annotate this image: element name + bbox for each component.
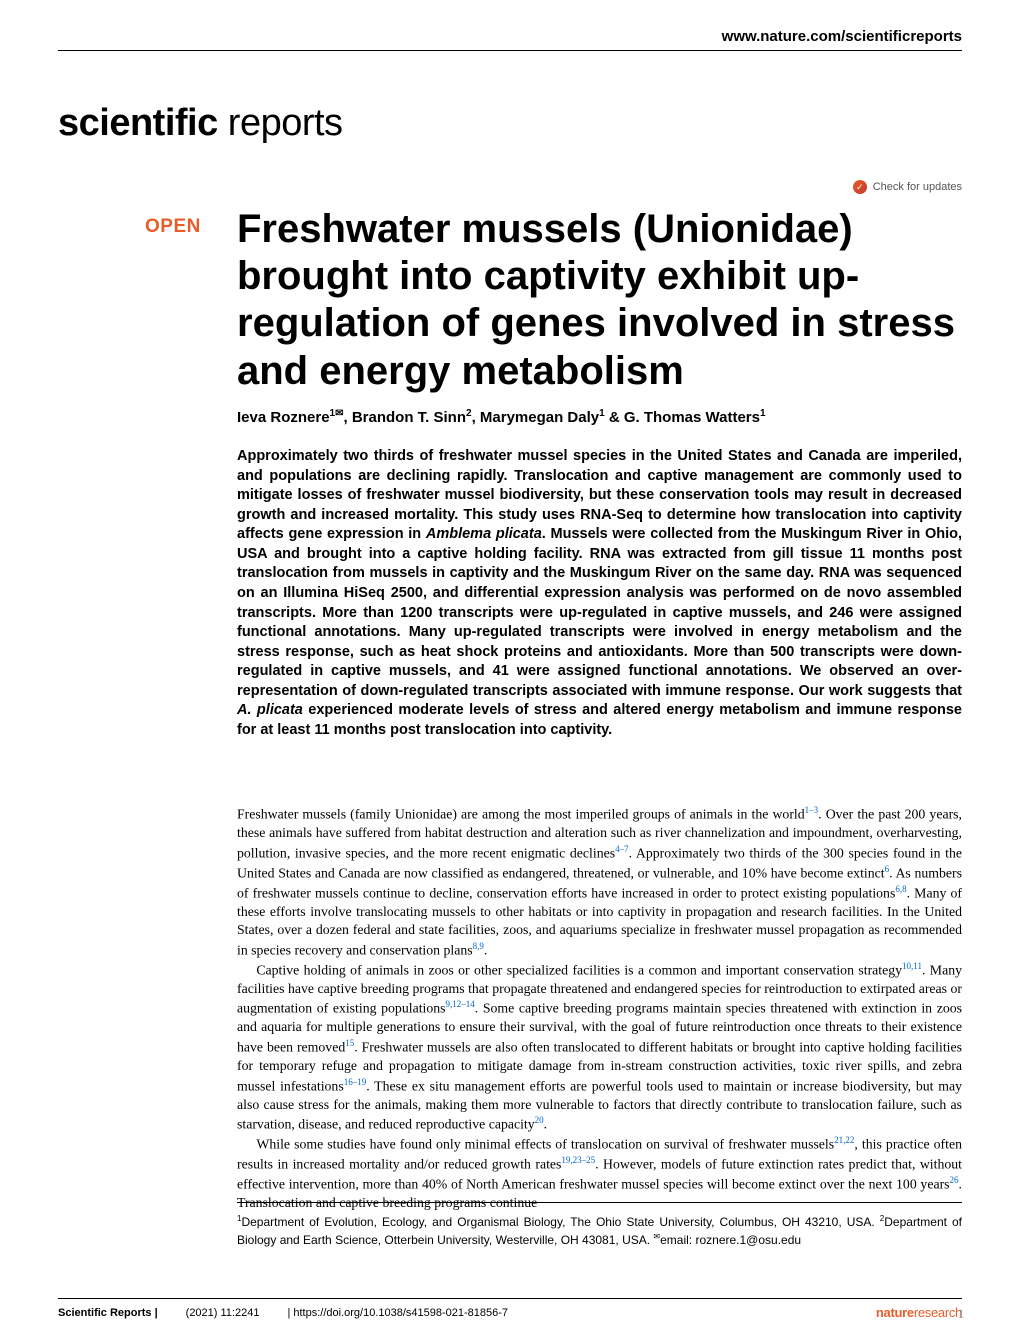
- footer-left: Scientific Reports | (2021) 11:2241 | ht…: [58, 1307, 508, 1319]
- body-paragraph: Freshwater mussels (family Unionidae) ar…: [237, 804, 962, 960]
- affiliations: 1Department of Evolution, Ecology, and O…: [237, 1202, 962, 1250]
- abstract: Approximately two thirds of freshwater m…: [237, 447, 962, 740]
- journal-logo-light: reports: [218, 102, 343, 144]
- body-paragraph: Captive holding of animals in zoos or ot…: [237, 960, 962, 1134]
- footer-publisher-bold: nature: [876, 1305, 914, 1320]
- check-updates-link[interactable]: ✓ Check for updates: [853, 180, 962, 194]
- body-text: Freshwater mussels (family Unionidae) ar…: [237, 804, 962, 1213]
- journal-logo-bold: scientific: [58, 102, 218, 144]
- author-list: Ieva Roznere1✉, Brandon T. Sinn2, Maryme…: [237, 408, 962, 426]
- check-updates-icon: ✓: [853, 180, 867, 194]
- page-footer: Scientific Reports | (2021) 11:2241 | ht…: [58, 1298, 962, 1320]
- journal-logo: scientific reports: [58, 102, 343, 145]
- footer-doi: | https://doi.org/10.1038/s41598-021-818…: [287, 1307, 508, 1319]
- footer-publisher-light: research: [914, 1305, 962, 1320]
- header-url: www.nature.com/scientificreports: [722, 28, 962, 45]
- open-access-badge: OPEN: [145, 216, 201, 238]
- check-updates-label: Check for updates: [873, 181, 962, 193]
- footer-citation: (2021) 11:2241: [186, 1307, 260, 1319]
- article-title: Freshwater mussels (Unionidae) brought i…: [237, 206, 962, 395]
- header-rule: [58, 50, 962, 51]
- footer-journal: Scientific Reports |: [58, 1307, 158, 1319]
- footer-publisher: natureresearch 1: [876, 1305, 962, 1320]
- page-number: 1: [958, 1306, 964, 1322]
